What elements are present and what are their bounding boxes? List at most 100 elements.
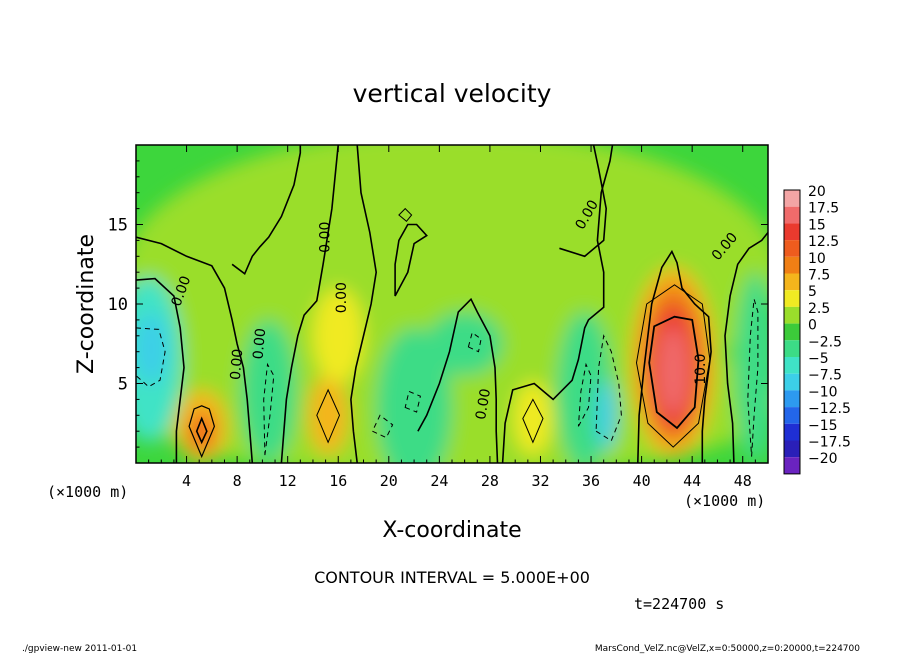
colorbar-label: 10: [808, 251, 826, 267]
field-blob: [735, 272, 768, 463]
field-blob: [658, 326, 689, 416]
field-blob: [376, 327, 452, 463]
colorbar-swatch: [784, 190, 800, 207]
colorbar-label: 7.5: [808, 268, 830, 284]
x-axis: 4 8 12 16 20 24 28 32 36 40 44 48: [148, 145, 756, 490]
colorbar-frame: [783, 189, 801, 475]
colorbar-label: −5: [808, 351, 829, 367]
field-blob: [513, 381, 552, 456]
x-tick-label: 36: [582, 472, 600, 490]
contour-label: 0.00: [318, 222, 334, 253]
colorbar-swatch: [784, 407, 800, 424]
field-blob: [240, 319, 297, 463]
x-tick-label: 12: [279, 472, 297, 490]
field-blob: [312, 288, 364, 384]
colorbar-label: 15: [808, 217, 826, 233]
colorbar-label: 0: [808, 318, 817, 334]
contour-zero: [417, 297, 499, 463]
contour-negative: [404, 390, 421, 413]
contour-label: 10.0: [693, 354, 709, 385]
contour-zero: [350, 145, 378, 463]
contour-label: 0.00: [228, 348, 247, 380]
colorbar-label: −15: [808, 418, 838, 434]
field-blob: [426, 311, 503, 376]
x-unit-label: (×1000 m): [684, 492, 765, 510]
colorbar-swatch: [784, 323, 800, 341]
contour-zero: [316, 388, 341, 444]
footer-right: MarsCond_VelZ.nc@VelZ,x=0:50000,z=0:2000…: [595, 644, 860, 654]
x-tick-label: 28: [481, 472, 499, 490]
colorbar-swatch: [784, 340, 800, 357]
chart-title: vertical velocity: [353, 79, 552, 108]
contour-zero: [559, 145, 608, 258]
x-tick-label: 48: [734, 472, 752, 490]
x-tick-label: 32: [531, 472, 549, 490]
contour-negative: [595, 334, 622, 442]
colorbar-label: 20: [808, 184, 826, 200]
contour-label: 0.00: [334, 282, 350, 313]
colorbar: 2017.51512.5107.552.50−2.5−5−7.5−10−12.5…: [783, 184, 851, 475]
contour-negative: [467, 331, 482, 353]
contour-zero: [522, 398, 544, 444]
contour-zero: [637, 249, 712, 463]
contour-zero: [136, 277, 185, 463]
colorbar-label: 17.5: [808, 201, 839, 217]
contour-negative: [371, 414, 394, 439]
colorbar-label: −12.5: [808, 401, 851, 417]
contour-zero: [195, 416, 208, 445]
colorbar-swatch: [784, 240, 800, 257]
field-blob: [136, 313, 168, 384]
contour-label: 0.00: [251, 328, 270, 360]
contour-zero: [231, 145, 302, 276]
x-tick-label: 4: [182, 472, 191, 490]
contour-zero: [188, 405, 216, 459]
time-text: t=224700 s: [634, 595, 724, 613]
contour-zero: [136, 236, 254, 463]
colorbar-swatch: [784, 273, 800, 291]
y-tick-label: 10: [108, 295, 128, 315]
colorbar-swatch: [784, 290, 800, 307]
contour-lines: [136, 145, 768, 463]
y-axis-label: Z-coordinate: [74, 234, 99, 374]
contour-zero: [280, 145, 339, 463]
field-blob: [190, 412, 214, 451]
contour-zero: [635, 284, 711, 448]
x-tick-label: 8: [233, 472, 242, 490]
contour-zero: [501, 145, 614, 463]
colorbar-swatch: [784, 206, 800, 224]
colorbar-swatch: [784, 373, 800, 391]
colorbar-swatch: [784, 256, 800, 274]
colorbar-swatch: [784, 457, 800, 474]
colorbar-swatch: [784, 390, 800, 408]
contour-interval-text: CONTOUR INTERVAL = 5.000E+00: [314, 568, 590, 587]
colorbar-swatch: [784, 357, 800, 374]
x-tick-label: 44: [683, 472, 701, 490]
y-axis: 5 10 15: [108, 160, 768, 448]
colorbar-label: 12.5: [808, 234, 839, 250]
colorbar-label: −10: [808, 384, 838, 400]
colorbar-label: −7.5: [808, 368, 842, 384]
colorbar-label: −17.5: [808, 435, 851, 451]
contour-negative: [577, 362, 592, 427]
colorbar-swatch: [784, 223, 800, 241]
contour-zero: [648, 315, 700, 430]
y-unit-label: (×1000 m): [47, 483, 128, 501]
contour-negative: [136, 327, 166, 388]
contour-negative: [263, 362, 275, 456]
colorbar-swatch: [784, 306, 800, 324]
x-tick-label: 20: [380, 472, 398, 490]
x-tick-label: 24: [430, 472, 448, 490]
x-axis-label: X-coordinate: [382, 518, 521, 543]
colorbar-swatch: [784, 440, 800, 458]
velocity-field: [136, 145, 768, 463]
contour-zero: [724, 232, 768, 463]
x-tick-label: 40: [633, 472, 651, 490]
colorbar-label: 2.5: [808, 301, 830, 317]
footer-left: ./gpview-new 2011-01-01: [22, 644, 137, 654]
contour-zero: [398, 207, 413, 223]
contour-negative: [747, 299, 759, 457]
contour-zero: [394, 223, 428, 297]
